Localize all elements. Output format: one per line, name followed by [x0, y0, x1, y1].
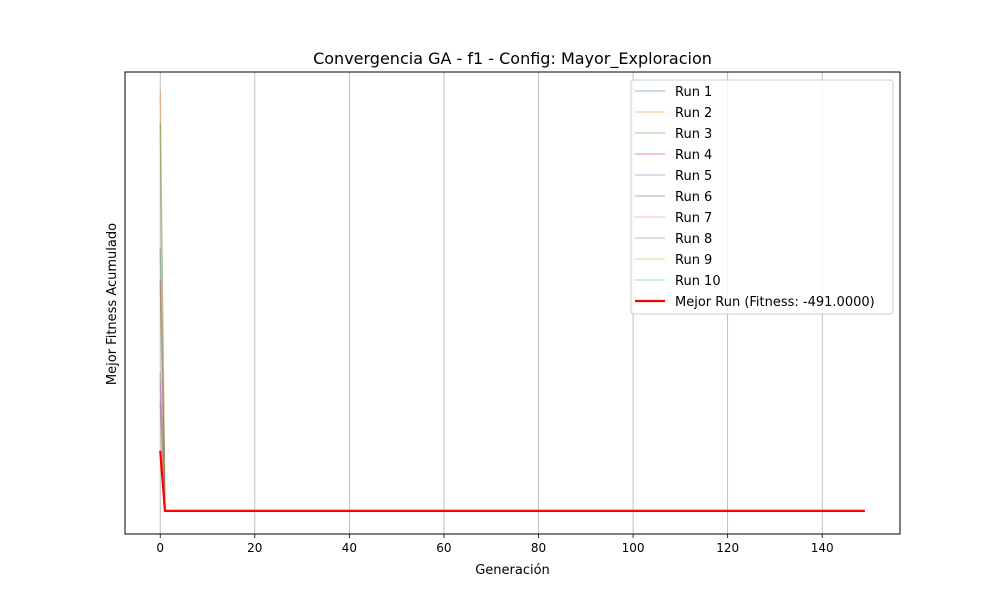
legend-label-11: Mejor Run (Fitness: -491.0000)	[675, 295, 875, 310]
x-axis-label: Generación	[475, 563, 550, 578]
series-line-4	[159, 279, 865, 512]
series-line-7	[159, 395, 865, 512]
legend-label-9: Run 9	[675, 253, 712, 268]
series-line-9	[159, 432, 865, 512]
legend: Run 1 Run 2 Run 3 Run 4 Run 5 Run 6 Run 7 Run 8…	[630, 79, 894, 315]
x-tick-label-20: 20	[247, 541, 262, 555]
x-tick-label-40: 40	[342, 541, 357, 555]
legend-label-6: Run 6	[675, 190, 712, 205]
legend-label-10: Run 10	[675, 274, 721, 289]
x-tick-label-140: 140	[811, 541, 834, 555]
legend-label-2: Run 2	[675, 106, 712, 121]
x-tick-label-80: 80	[531, 541, 546, 555]
legend-label-8: Run 8	[675, 232, 712, 247]
x-tick-label-60: 60	[436, 541, 451, 555]
legend-label-1: Run 1	[675, 85, 712, 100]
series-lines	[159, 90, 865, 512]
series-line-5	[159, 381, 865, 512]
legend-label-5: Run 5	[675, 169, 712, 184]
y-axis-label: Mejor Fitness Acumulado	[105, 223, 120, 385]
legend-box	[630, 79, 894, 315]
series-line-11	[159, 450, 865, 512]
x-tick-label-0: 0	[156, 541, 164, 555]
series-line-10	[159, 450, 865, 512]
chart-title: Convergencia GA - f1 - Config: Mayor_Exp…	[313, 49, 712, 69]
legend-label-7: Run 7	[675, 211, 712, 226]
x-tick-label-100: 100	[622, 541, 645, 555]
x-axis-ticks: 0 20 40 60 80 100 120 140	[156, 534, 834, 555]
series-line-8	[159, 372, 865, 512]
x-tick-label-120: 120	[716, 541, 739, 555]
legend-label-3: Run 3	[675, 127, 712, 142]
plot-area	[124, 71, 901, 535]
legend-label-4: Run 4	[675, 148, 712, 163]
series-line-6	[159, 404, 865, 512]
